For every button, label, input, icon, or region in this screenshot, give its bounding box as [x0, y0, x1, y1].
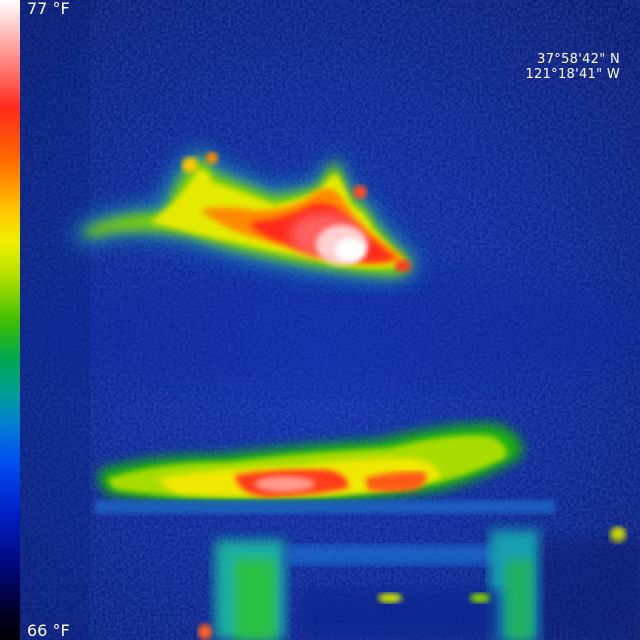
- temperature-color-scale: [0, 0, 20, 640]
- lower-structure: [198, 527, 640, 640]
- latitude-readout: 37°58'42" N: [537, 52, 620, 67]
- longitude-readout: 121°18'41" W: [525, 67, 620, 82]
- scale-max-label: 77 °F: [27, 0, 70, 18]
- lower-heat-blob: [95, 424, 555, 514]
- gps-coordinates: 37°58'42" N 121°18'41" W: [525, 52, 620, 82]
- upper-heat-blob: [70, 150, 416, 280]
- scale-min-label: 66 °F: [27, 621, 70, 640]
